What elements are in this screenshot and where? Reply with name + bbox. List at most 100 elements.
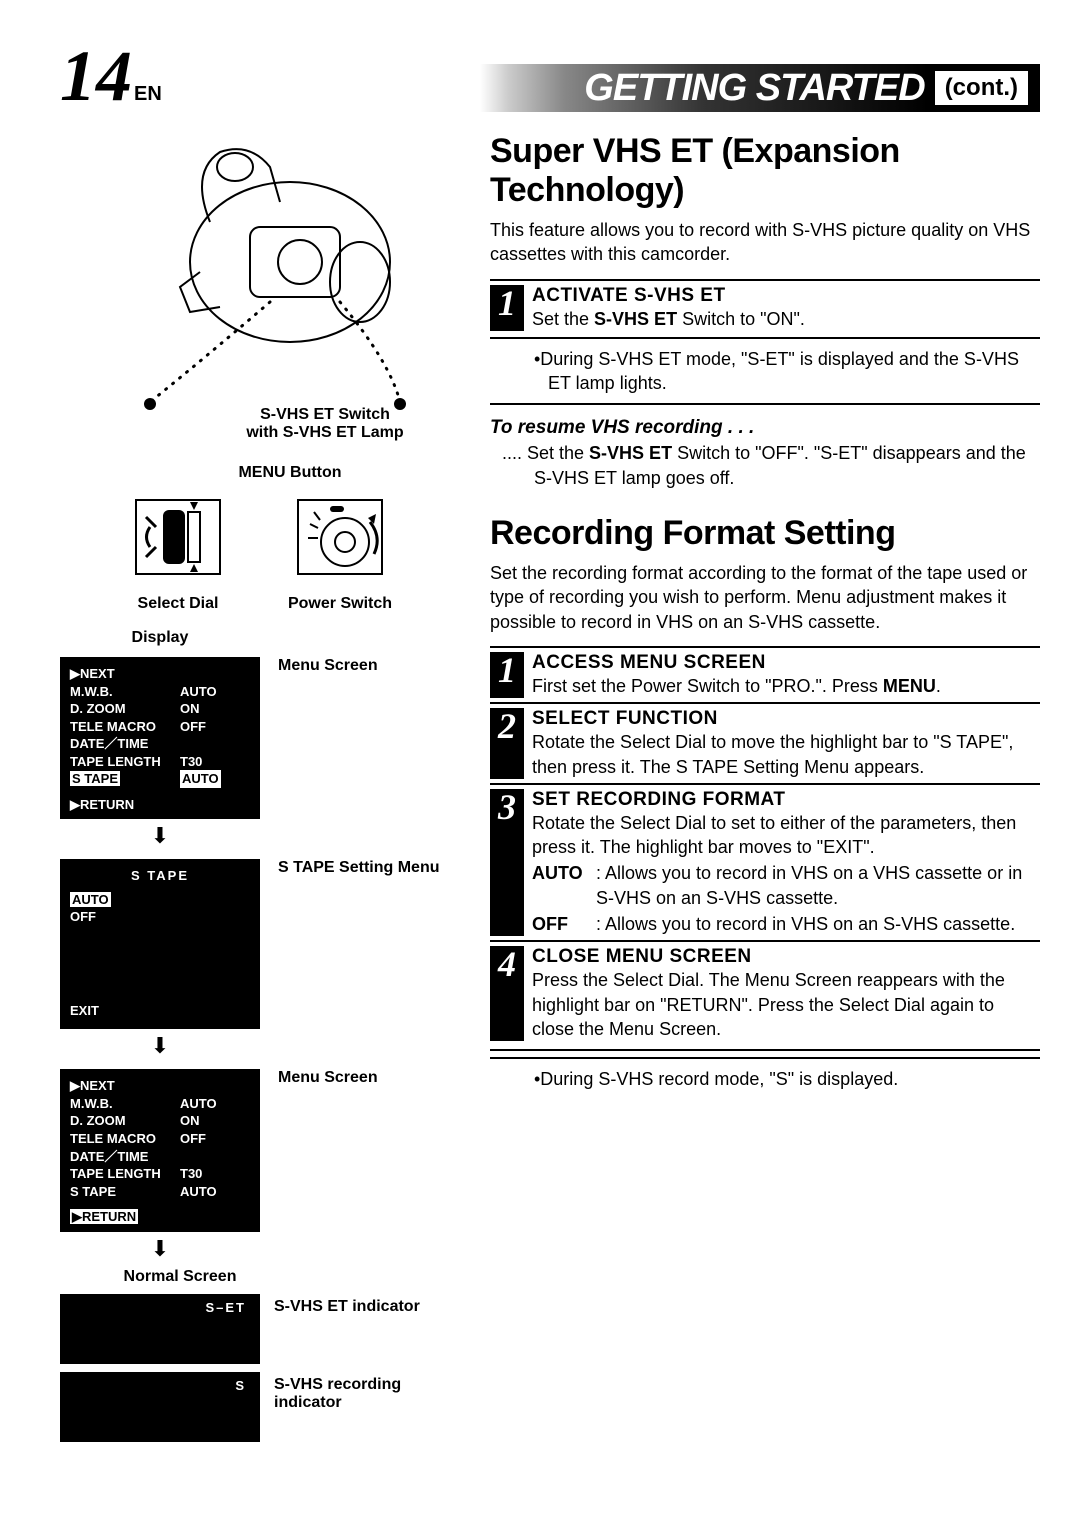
svhs-et-indicator-row: S–ET S-VHS ET indicator (60, 1294, 460, 1364)
s2-off: OFF (70, 908, 250, 926)
step-1-text: Set the S-VHS ET Switch to "ON". (532, 307, 1040, 331)
arrow-down-2-icon: ⬇ (60, 1033, 260, 1059)
s2-step-4-number: 4 (490, 946, 524, 1041)
s2-header: S TAPE (70, 867, 250, 885)
s-tape-screen-row: S TAPE AUTO OFF EXIT S TAPE Setting Menu (60, 859, 460, 1029)
power-switch-group: Power Switch (288, 492, 392, 613)
s3-dzoom-val: ON (180, 1112, 200, 1130)
bullet-1-text: •During S-VHS ET mode, "S-ET" is display… (534, 347, 1040, 396)
menu-button-label: MENU Button (120, 464, 460, 482)
select-dial-group: Select Dial (128, 492, 228, 613)
resume-title: To resume VHS recording . . . (490, 417, 1040, 439)
normal-screen-label: Normal Screen (0, 1268, 460, 1286)
s2-step-3: 3 SET RECORDING FORMAT Rotate the Select… (490, 783, 1040, 936)
s2-step-2-title: SELECT FUNCTION (532, 708, 1040, 730)
s2-step-1: 1 ACCESS MENU SCREEN First set the Power… (490, 646, 1040, 698)
s2-step-4: 4 CLOSE MENU SCREEN Press the Select Dia… (490, 940, 1040, 1051)
ind-set-text: S–ET (205, 1300, 246, 1315)
s3-mwb-val: AUTO (180, 1095, 217, 1113)
menu-screen-2-row: ▶NEXT M.W.B.AUTO D. ZOOMON TELE MACROOFF… (60, 1069, 460, 1231)
s3-telemacro-val: OFF (180, 1130, 206, 1148)
s2-step-3-number: 3 (490, 789, 524, 936)
s3-tapelen-val: T30 (180, 1165, 202, 1183)
s-tape-screen-label: S TAPE Setting Menu (278, 859, 439, 877)
step-1-title: ACTIVATE S-VHS ET (532, 285, 1040, 307)
power-switch-label: Power Switch (288, 595, 392, 613)
page-lang: EN (134, 83, 162, 105)
svhs-rec-indicator-screen: S (60, 1372, 260, 1442)
s1-dzoom-val: ON (180, 700, 200, 718)
power-switch-icon (290, 492, 390, 582)
menu-screen-1-row: ▶NEXT M.W.B.AUTO D. ZOOMON TELE MACROOFF… (60, 657, 460, 819)
menu-screen-1: ▶NEXT M.W.B.AUTO D. ZOOMON TELE MACROOFF… (60, 657, 260, 819)
page-header: 14EN GETTING STARTED (cont.) (60, 40, 1040, 112)
camcorder-illustration (90, 132, 430, 412)
svhs-et-indicator-label: S-VHS ET indicator (274, 1298, 420, 1316)
select-dial-label: Select Dial (128, 595, 228, 613)
page-number: 14 (60, 36, 132, 116)
s3-dzoom: D. ZOOM (70, 1112, 180, 1130)
s1-stape: S TAPE (70, 771, 120, 786)
s1-tapelen-val: T30 (180, 753, 202, 771)
s3-stape-val: AUTO (180, 1183, 217, 1201)
s3-datetime: DATE／TIME (70, 1148, 180, 1166)
s2-step-4-title: CLOSE MENU SCREEN (532, 946, 1040, 968)
s-tape-screen: S TAPE AUTO OFF EXIT (60, 859, 260, 1029)
s1-dzoom: D. ZOOM (70, 700, 180, 718)
s1-telemacro-val: OFF (180, 718, 206, 736)
param-auto-key: AUTO (532, 861, 596, 910)
s2-step-1-text: First set the Power Switch to "PRO.". Pr… (532, 674, 1040, 698)
section-2-title: Recording Format Setting (490, 514, 1040, 553)
content: S-VHS ET Switch with S-VHS ET Lamp MENU … (60, 132, 1040, 1442)
page-number-block: 14EN (60, 40, 162, 112)
section-1-body: This feature allows you to record with S… (490, 218, 1040, 267)
s2-step-1-number: 1 (490, 652, 524, 698)
param-auto-val: : Allows you to record in VHS on a VHS c… (596, 861, 1040, 910)
switch-label-line1: S-VHS ET Switch (190, 406, 460, 424)
menu-screen-2: ▶NEXT M.W.B.AUTO D. ZOOMON TELE MACROOFF… (60, 1069, 260, 1231)
svhs-rec-indicator-row: S S-VHS recording indicator (60, 1372, 460, 1442)
s3-stape: S TAPE (70, 1183, 180, 1201)
arrow-down-3-icon: ⬇ (60, 1236, 260, 1262)
dials-row: Select Dial Power Switch (60, 492, 460, 613)
header-title: GETTING STARTED (584, 67, 924, 110)
s1-mwb-val: AUTO (180, 683, 217, 701)
ind-s-text: S (235, 1378, 246, 1393)
param-off: OFF : Allows you to record in VHS on an … (532, 912, 1040, 936)
select-dial-icon (128, 492, 228, 582)
section-2-body: Set the recording format according to th… (490, 561, 1040, 634)
svhs-rec-label-2: indicator (274, 1394, 401, 1412)
s2-step-4-text: Press the Select Dial. The Menu Screen r… (532, 968, 1040, 1041)
section-1-title: Super VHS ET (Expansion Technology) (490, 132, 1040, 210)
s2-step-2-number: 2 (490, 708, 524, 779)
s3-telemacro: TELE MACRO (70, 1130, 180, 1148)
param-off-key: OFF (532, 912, 596, 936)
step-1: 1 ACTIVATE S-VHS ET Set the S-VHS ET Swi… (490, 279, 1040, 331)
s1-return: ▶RETURN (70, 796, 250, 814)
s2-exit: EXIT (70, 1002, 99, 1020)
s2-step-3-title: SET RECORDING FORMAT (532, 789, 1040, 811)
menu-screen-2-label: Menu Screen (278, 1069, 378, 1087)
s1-next: ▶NEXT (70, 665, 180, 683)
svhs-rec-indicator-label: S-VHS recording indicator (274, 1376, 401, 1412)
svhs-et-indicator-screen: S–ET (60, 1294, 260, 1364)
resume-text: .... Set the S-VHS ET Switch to "OFF". "… (490, 441, 1040, 490)
right-column: Super VHS ET (Expansion Technology) This… (490, 132, 1040, 1442)
header-bar: GETTING STARTED (cont.) (480, 64, 1040, 112)
step-1-number: 1 (490, 285, 524, 331)
s1-telemacro: TELE MACRO (70, 718, 180, 736)
s2-step-1-title: ACCESS MENU SCREEN (532, 652, 1040, 674)
s2-step-3-text: Rotate the Select Dial to set to either … (532, 811, 1040, 860)
header-cont: (cont.) (935, 71, 1028, 105)
s3-tapelen: TAPE LENGTH (70, 1165, 180, 1183)
menu-screen-1-label: Menu Screen (278, 657, 378, 675)
arrow-down-1-icon: ⬇ (60, 823, 260, 849)
param-off-val: : Allows you to record in VHS on an S-VH… (596, 912, 1015, 936)
s1-datetime: DATE／TIME (70, 735, 180, 753)
s1-stape-val: AUTO (180, 770, 221, 788)
bullet-1: •During S-VHS ET mode, "S-ET" is display… (490, 337, 1040, 406)
s1-tapelen: TAPE LENGTH (70, 753, 180, 771)
s3-return: ▶RETURN (70, 1209, 138, 1224)
s2-step-2: 2 SELECT FUNCTION Rotate the Select Dial… (490, 702, 1040, 779)
display-label: Display (60, 629, 260, 647)
